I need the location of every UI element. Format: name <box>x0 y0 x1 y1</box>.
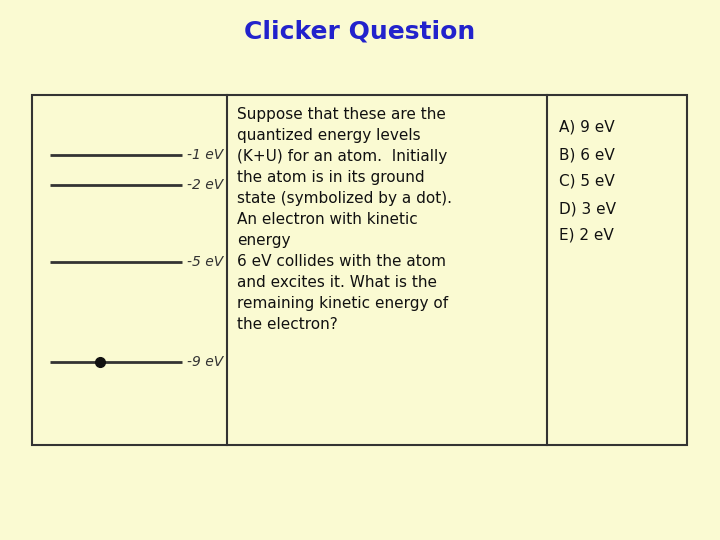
Text: E) 2 eV: E) 2 eV <box>559 228 613 243</box>
Text: -1 eV: -1 eV <box>187 148 223 162</box>
Text: D) 3 eV: D) 3 eV <box>559 201 616 216</box>
Text: A) 9 eV: A) 9 eV <box>559 120 615 135</box>
Text: -5 eV: -5 eV <box>187 255 223 269</box>
Text: B) 6 eV: B) 6 eV <box>559 147 615 162</box>
Text: Clicker Question: Clicker Question <box>244 20 476 44</box>
Text: -9 eV: -9 eV <box>187 355 223 369</box>
Text: C) 5 eV: C) 5 eV <box>559 174 615 189</box>
Text: -2 eV: -2 eV <box>187 178 223 192</box>
Text: Suppose that these are the
quantized energy levels
(K+U) for an atom.  Initially: Suppose that these are the quantized ene… <box>237 107 452 332</box>
Bar <box>32 95 687 445</box>
